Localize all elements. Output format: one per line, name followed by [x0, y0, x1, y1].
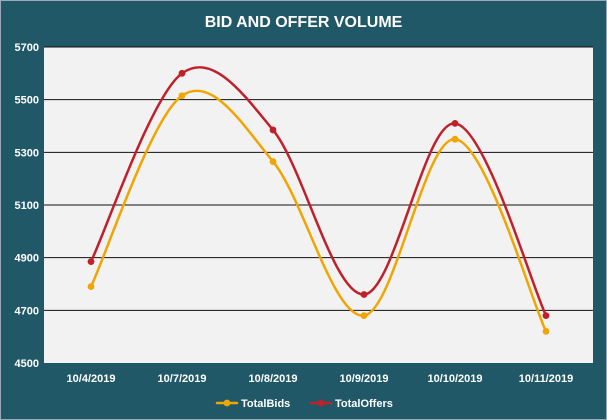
data-point-totaloffers [269, 126, 277, 134]
x-tick-label: 10/7/2019 [158, 373, 207, 385]
data-point-totaloffers [451, 119, 459, 127]
data-point-totaloffers [178, 69, 186, 77]
y-tick-label: 4500 [15, 358, 39, 370]
data-point-totalbids [542, 328, 550, 335]
y-tick-label: 4900 [15, 253, 39, 265]
series-layer [87, 66, 550, 335]
y-tick-label: 5300 [15, 147, 39, 159]
x-tick-label: 10/4/2019 [67, 373, 116, 385]
x-axis: 10/4/2019 10/7/2019 10/8/2019 10/9/2019 10/1… [67, 373, 574, 385]
legend-marker-totalbids [223, 399, 231, 407]
data-point-totaloffers [87, 258, 95, 266]
legend: TotalBids TotalOffers [215, 398, 393, 410]
y-tick-label: 4700 [15, 305, 39, 317]
y-tick-label: 5700 [15, 42, 39, 54]
data-point-totalbids [87, 283, 95, 291]
y-tick-label: 5500 [15, 95, 39, 107]
data-point-totaloffers [542, 312, 550, 319]
legend-marker-totaloffers [317, 399, 325, 407]
series-line-totalbids [89, 89, 548, 333]
x-tick-label: 10/8/2019 [249, 373, 298, 385]
legend-label-totalbids: TotalBids [241, 398, 290, 410]
series-line-totaloffers [89, 66, 548, 317]
x-tick-label: 10/10/2019 [427, 373, 482, 385]
data-point-totaloffers [360, 291, 368, 298]
y-axis: 4500 4700 4900 5100 5300 5500 5700 [15, 42, 39, 370]
data-point-totalbids [178, 92, 186, 100]
chart-title: BID AND OFFER VOLUME [205, 14, 403, 31]
data-point-totalbids [269, 158, 277, 165]
x-tick-label: 10/11/2019 [519, 373, 573, 385]
y-tick-label: 5100 [15, 200, 39, 212]
data-point-totalbids [360, 312, 368, 319]
data-point-totalbids [451, 135, 459, 143]
legend-label-totaloffers: TotalOffers [335, 398, 393, 410]
x-tick-label: 10/9/2019 [340, 373, 389, 385]
grid-layer [44, 46, 593, 311]
